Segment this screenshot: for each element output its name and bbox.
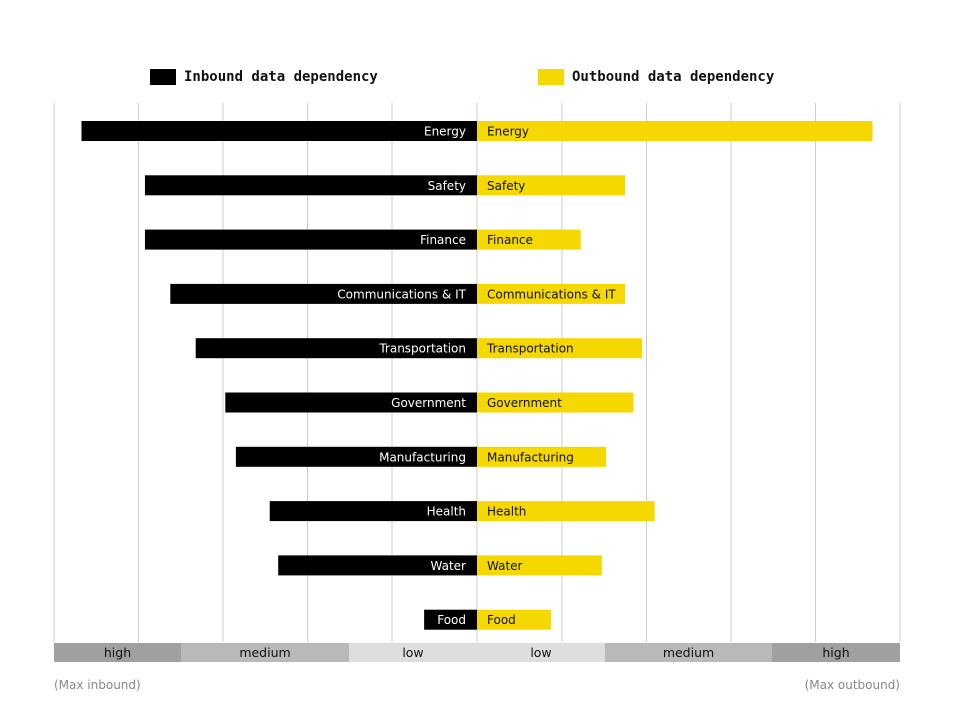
outbound-bar-label: Health xyxy=(487,505,526,519)
inbound-bar xyxy=(278,555,477,576)
outbound-bar xyxy=(477,338,642,359)
outbound-bar xyxy=(477,121,873,141)
outbound-bar xyxy=(477,229,581,250)
scale-band-label: medium xyxy=(239,645,290,660)
outbound-bar xyxy=(477,283,626,304)
scale-band-right-medium xyxy=(605,643,772,662)
scale-band-right-high xyxy=(772,643,900,662)
scale-band-label: high xyxy=(822,645,849,660)
footer-max-inbound: (Max inbound) xyxy=(54,678,141,692)
scale-band-left-medium xyxy=(181,643,349,662)
outbound-bar-label: Manufacturing xyxy=(487,450,574,464)
outbound-bar xyxy=(477,446,607,467)
outbound-bar-label: Communications & IT xyxy=(487,287,616,301)
legend-inbound: Inbound data dependency xyxy=(150,69,378,85)
legend-inbound-swatch xyxy=(150,69,176,85)
inbound-bar xyxy=(235,446,477,467)
legend-outbound: Outbound data dependency xyxy=(538,69,774,85)
inbound-bar-label: Communications & IT xyxy=(337,287,466,301)
inbound-bar xyxy=(144,229,477,250)
legend-inbound-label: Inbound data dependency xyxy=(184,69,378,85)
inbound-bar-label: Safety xyxy=(428,179,466,193)
scale-band-left-high xyxy=(54,643,181,662)
inbound-bar xyxy=(225,392,477,413)
legend-outbound-label: Outbound data dependency xyxy=(572,69,775,85)
outbound-bar xyxy=(477,609,552,630)
inbound-bar xyxy=(170,283,477,304)
outbound-bar xyxy=(477,555,602,576)
legend: Inbound data dependency Outbound data de… xyxy=(0,0,960,100)
scale-band-label: high xyxy=(104,645,131,660)
outbound-bar-label: Government xyxy=(487,396,562,410)
inbound-bar-label: Government xyxy=(391,396,466,410)
scale-band-left-low xyxy=(349,643,477,662)
footer-max-outbound: (Max outbound) xyxy=(804,678,900,692)
outbound-bar-label: Water xyxy=(487,559,523,573)
inbound-bar-label: Water xyxy=(431,559,467,573)
scale-band-label: medium xyxy=(663,645,714,660)
scale-band-right-low xyxy=(477,643,605,662)
inbound-bar xyxy=(81,121,478,141)
inbound-bar-label: Manufacturing xyxy=(379,450,466,464)
outbound-bar-label: Energy xyxy=(487,125,529,139)
inbound-bar xyxy=(269,501,477,522)
inbound-bar xyxy=(424,609,477,630)
inbound-bar-label: Food xyxy=(437,613,466,627)
inbound-bar xyxy=(144,175,477,196)
outbound-bar xyxy=(477,501,655,522)
legend-outbound-swatch xyxy=(538,69,564,85)
outbound-bar-label: Safety xyxy=(487,179,525,193)
inbound-bar xyxy=(195,338,477,359)
outbound-bar-label: Transportation xyxy=(486,342,574,356)
scale-band-label: low xyxy=(402,645,423,660)
outbound-bar xyxy=(477,175,626,196)
inbound-bar-label: Finance xyxy=(420,233,466,247)
outbound-bar-label: Finance xyxy=(487,233,533,247)
outbound-bar xyxy=(477,392,634,413)
outbound-bar-label: Food xyxy=(487,613,516,627)
inbound-bar-label: Transportation xyxy=(378,342,466,356)
inbound-bar-label: Energy xyxy=(424,125,466,139)
scale-band-label: low xyxy=(530,645,551,660)
inbound-bar-label: Health xyxy=(427,505,466,519)
